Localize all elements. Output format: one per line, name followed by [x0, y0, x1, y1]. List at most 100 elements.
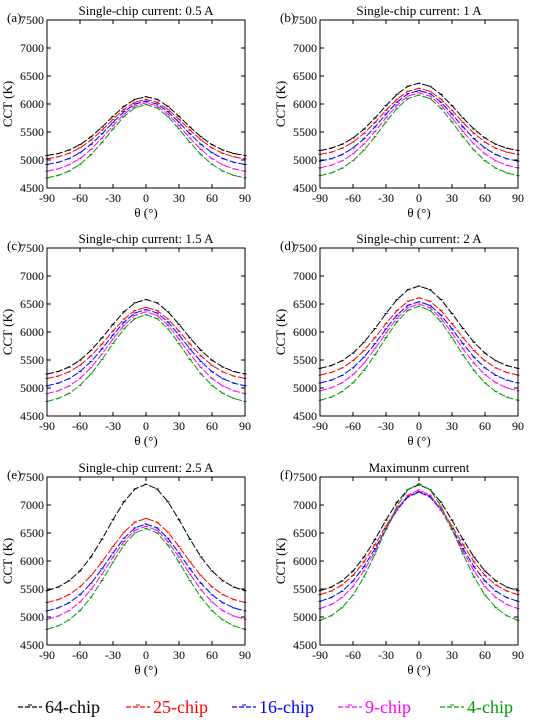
series-line [46, 104, 246, 179]
y-tick-label: 7000 [20, 269, 44, 283]
x-tick-label: 0 [143, 419, 149, 433]
series-line [46, 306, 246, 379]
x-tick-label: 60 [479, 648, 491, 662]
y-axis-label: CCT (K) [273, 81, 288, 127]
x-axis-label: θ (°) [134, 433, 157, 448]
chart-title: Maximunm current [369, 460, 470, 475]
series-line [319, 303, 519, 392]
x-tick-label: 0 [143, 648, 149, 662]
x-tick-label: 30 [173, 419, 185, 433]
y-tick-label: 6500 [20, 526, 44, 540]
series-line [319, 92, 519, 169]
x-tick-label: 30 [446, 191, 458, 205]
y-tick-label: 4500 [293, 409, 317, 423]
y-tick-label: 6500 [293, 297, 317, 311]
series-line [319, 90, 519, 162]
panel-label: (a) [7, 10, 21, 25]
series-line [46, 525, 246, 620]
y-tick-label: 6500 [293, 526, 317, 540]
plot-frame [46, 19, 246, 189]
x-tick-label: -60 [345, 648, 361, 662]
y-tick-label: 7500 [20, 13, 44, 27]
series-line [46, 523, 246, 612]
x-tick-label: 60 [206, 419, 218, 433]
x-tick-label: -60 [72, 648, 88, 662]
y-tick-label: 4500 [20, 638, 44, 652]
y-tick-label: 6000 [293, 97, 317, 111]
y-tick-label: 7500 [293, 13, 317, 27]
y-axis-label: CCT (K) [0, 309, 15, 355]
x-tick-label: -30 [105, 419, 121, 433]
chart-panel: Single-chip current: 0.5 A (a) 4500 5000 550… [0, 3, 251, 220]
x-tick-label: 0 [416, 419, 422, 433]
y-tick-label: 5000 [20, 153, 44, 167]
x-axis-label: θ (°) [407, 433, 430, 448]
y-tick-label: 5500 [20, 125, 44, 139]
x-tick-label: 60 [479, 419, 491, 433]
y-tick-label: 5500 [293, 125, 317, 139]
series-line [319, 285, 519, 369]
series-line [46, 309, 246, 387]
x-tick-label: -90 [312, 648, 328, 662]
y-tick-label: 7500 [293, 470, 317, 484]
chart-title: Single-chip current: 1 A [356, 3, 482, 18]
y-tick-label: 6500 [293, 69, 317, 83]
y-axis-label: CCT (K) [273, 538, 288, 584]
legend-item: 4-chip [440, 697, 513, 717]
x-tick-label: 90 [239, 419, 251, 433]
panel-label: (d) [280, 238, 295, 253]
x-tick-label: 30 [446, 419, 458, 433]
series-line [319, 305, 519, 401]
x-tick-label: -30 [378, 648, 394, 662]
y-tick-label: 5500 [20, 353, 44, 367]
y-tick-label: 7500 [293, 241, 317, 255]
series-line [46, 314, 246, 402]
y-tick-label: 7500 [20, 241, 44, 255]
y-tick-label: 6500 [20, 297, 44, 311]
legend: 64-chip 25-chip 16-chip 9-chip 4-chip [18, 697, 513, 717]
series-line [319, 87, 519, 155]
x-tick-label: -60 [72, 191, 88, 205]
legend-item: 9-chip [338, 697, 411, 717]
legend-item: 25-chip [126, 697, 208, 717]
panel-label: (f) [280, 467, 293, 482]
y-tick-label: 4500 [293, 181, 317, 195]
chart-panel: Single-chip current: 2 A (d) 4500 5000 5500 6… [273, 231, 524, 448]
x-tick-label: -30 [105, 648, 121, 662]
series-line [46, 298, 246, 375]
chart-panel: Single-chip current: 2.5 A (e) 4500 5000 550… [0, 460, 251, 677]
y-tick-label: 5500 [293, 353, 317, 367]
y-tick-label: 7000 [293, 269, 317, 283]
y-tick-label: 4500 [20, 409, 44, 423]
series-line [319, 82, 519, 151]
series-line [319, 491, 519, 596]
y-tick-label: 6000 [293, 325, 317, 339]
legend-label: 9-chip [365, 697, 411, 717]
x-tick-label: -60 [72, 419, 88, 433]
legend-label: 64-chip [45, 697, 100, 717]
y-tick-label: 5500 [293, 582, 317, 596]
x-tick-label: 30 [173, 191, 185, 205]
y-tick-label: 5000 [293, 381, 317, 395]
x-tick-label: 30 [446, 648, 458, 662]
x-tick-label: 0 [416, 191, 422, 205]
series-line [46, 527, 246, 630]
x-tick-label: 30 [173, 648, 185, 662]
x-tick-label: -90 [312, 419, 328, 433]
chart-title: Single-chip current: 2.5 A [78, 460, 214, 475]
y-tick-label: 6000 [20, 97, 44, 111]
x-axis-label: θ (°) [407, 205, 430, 220]
panel-label: (b) [280, 10, 295, 25]
y-tick-label: 7000 [293, 498, 317, 512]
series-line [46, 100, 246, 165]
series-line [319, 483, 519, 621]
x-tick-label: -30 [378, 419, 394, 433]
x-tick-label: -30 [105, 191, 121, 205]
y-tick-label: 7000 [293, 41, 317, 55]
panel-label: (e) [7, 467, 21, 482]
chart-panel: Single-chip current: 1 A (b) 4500 5000 5500 6… [273, 3, 524, 220]
x-tick-label: 60 [479, 191, 491, 205]
y-tick-label: 5000 [293, 153, 317, 167]
y-tick-label: 5000 [20, 610, 44, 624]
y-axis-label: CCT (K) [273, 309, 288, 355]
